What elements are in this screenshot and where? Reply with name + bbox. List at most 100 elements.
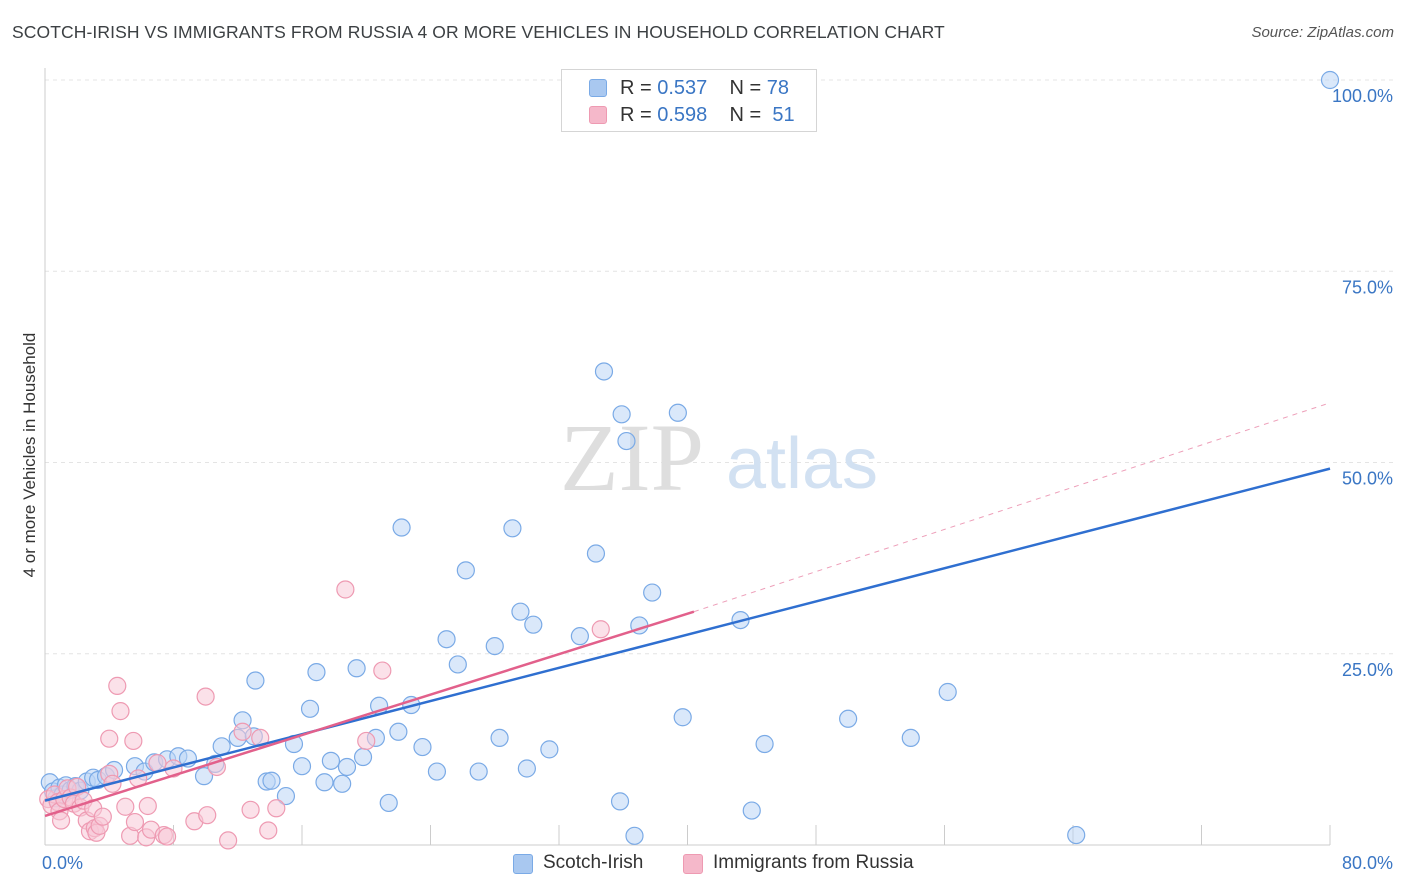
point-scotch-irish bbox=[901, 728, 920, 748]
point-scotch-irish bbox=[469, 762, 488, 781]
point-immigrants-russia bbox=[219, 831, 238, 850]
point-immigrants-russia bbox=[157, 827, 177, 846]
point-immigrants-russia bbox=[51, 811, 71, 830]
point-scotch-irish bbox=[517, 759, 536, 778]
point-scotch-irish bbox=[194, 767, 214, 786]
chart-title: SCOTCH-IRISH VS IMMIGRANTS FROM RUSSIA 4… bbox=[12, 22, 945, 42]
point-immigrants-russia bbox=[111, 702, 130, 721]
trend-line-immigrants-russia-extension bbox=[693, 402, 1331, 613]
point-scotch-irish bbox=[347, 659, 366, 678]
point-immigrants-russia bbox=[233, 722, 252, 741]
bottom-legend-label: Scotch-Irish bbox=[543, 852, 644, 873]
point-immigrants-russia bbox=[267, 799, 286, 818]
series-scotch-irish-points bbox=[40, 70, 1340, 845]
point-immigrants-russia bbox=[591, 620, 610, 639]
point-scotch-irish bbox=[839, 709, 858, 728]
point-scotch-irish bbox=[1067, 825, 1086, 845]
x-tick-label-max: 80.0% bbox=[1342, 853, 1393, 873]
trend-line-immigrants-russia bbox=[44, 610, 695, 818]
point-scotch-irish bbox=[427, 762, 447, 781]
point-scotch-irish bbox=[379, 793, 398, 813]
legend-r-label: R = bbox=[620, 77, 658, 99]
legend-r-label: R = bbox=[620, 104, 658, 126]
bottom-legend-label: Immigrants from Russia bbox=[713, 852, 914, 873]
point-immigrants-russia bbox=[116, 797, 135, 816]
legend-n-value: 51 bbox=[772, 104, 795, 126]
point-scotch-irish bbox=[503, 519, 522, 538]
legend-n-label: N = bbox=[729, 104, 767, 126]
trend-lines bbox=[44, 402, 1331, 818]
legend-r-value: 0.598 bbox=[657, 104, 708, 126]
point-scotch-irish bbox=[353, 747, 373, 767]
point-scotch-irish bbox=[742, 801, 761, 820]
point-scotch-irish bbox=[643, 583, 662, 602]
point-scotch-irish bbox=[617, 431, 636, 451]
point-scotch-irish bbox=[755, 734, 774, 754]
point-scotch-irish bbox=[490, 728, 509, 748]
point-immigrants-russia bbox=[198, 806, 217, 825]
point-scotch-irish bbox=[570, 627, 589, 646]
watermark: ZIP atlas bbox=[560, 404, 878, 511]
point-scotch-irish bbox=[292, 757, 312, 776]
source-note: Source: ZipAtlas.com bbox=[1251, 24, 1394, 41]
legend-swatch-immigrants-russia bbox=[589, 106, 607, 124]
point-immigrants-russia bbox=[125, 812, 145, 832]
legend-r-value: 0.537 bbox=[657, 77, 708, 99]
point-scotch-irish bbox=[668, 403, 687, 422]
point-scotch-irish bbox=[437, 630, 456, 649]
point-immigrants-russia bbox=[124, 731, 143, 751]
point-scotch-irish bbox=[540, 740, 559, 759]
point-scotch-irish bbox=[321, 751, 341, 770]
point-scotch-irish bbox=[485, 636, 504, 656]
grid-lines bbox=[45, 79, 1395, 655]
correlation-legend: R = 0.537 N = 78 R = 0.598 N = 51 bbox=[561, 69, 817, 132]
point-immigrants-russia bbox=[93, 807, 112, 826]
point-immigrants-russia bbox=[196, 687, 215, 706]
watermark-zip: ZIP bbox=[560, 404, 704, 511]
legend-row-scotch-irish: R = 0.537 N = 78 bbox=[562, 75, 816, 101]
watermark-atlas: atlas bbox=[726, 424, 878, 504]
x-tick-label-min: 0.0% bbox=[42, 853, 83, 873]
point-scotch-irish bbox=[594, 362, 614, 381]
point-scotch-irish bbox=[300, 699, 320, 718]
y-tick-label: 25.0% bbox=[1342, 660, 1393, 680]
bottom-legend-swatch-scotch-irish bbox=[513, 854, 533, 874]
point-scotch-irish bbox=[511, 602, 530, 621]
point-scotch-irish bbox=[938, 682, 957, 702]
y-tick-label: 75.0% bbox=[1342, 277, 1393, 297]
legend-row-immigrants-russia: R = 0.598 N = 51 bbox=[562, 102, 816, 128]
point-immigrants-russia bbox=[251, 728, 270, 748]
point-scotch-irish bbox=[456, 561, 475, 580]
point-scotch-irish bbox=[413, 737, 432, 757]
legend-n-value: 78 bbox=[766, 77, 790, 99]
point-scotch-irish bbox=[524, 615, 543, 634]
point-scotch-irish bbox=[262, 771, 281, 790]
point-scotch-irish bbox=[586, 544, 606, 563]
point-scotch-irish bbox=[1320, 70, 1340, 90]
y-axis-label: 4 or more Vehicles in Household bbox=[20, 332, 39, 578]
point-scotch-irish bbox=[315, 773, 334, 792]
trend-line-scotch-irish bbox=[44, 467, 1331, 802]
point-immigrants-russia bbox=[357, 731, 376, 751]
point-scotch-irish bbox=[612, 405, 631, 424]
point-scotch-irish bbox=[673, 708, 692, 727]
point-scotch-irish bbox=[276, 786, 296, 806]
point-scotch-irish bbox=[333, 774, 352, 793]
point-scotch-irish bbox=[389, 722, 408, 741]
bottom-legend-swatch-immigrants-russia bbox=[683, 854, 703, 874]
point-immigrants-russia bbox=[259, 821, 278, 840]
point-immigrants-russia bbox=[100, 729, 119, 748]
point-scotch-irish bbox=[307, 663, 326, 682]
point-immigrants-russia bbox=[108, 676, 127, 695]
point-scotch-irish bbox=[448, 655, 467, 674]
tick-labels: 25.0% 50.0% 75.0% 100.0% 0.0% 80.0% bbox=[42, 86, 1393, 873]
series-immigrants-russia-points bbox=[39, 580, 610, 850]
y-tick-label: 100.0% bbox=[1332, 86, 1393, 106]
point-scotch-irish bbox=[625, 826, 644, 845]
y-tick-label: 50.0% bbox=[1342, 469, 1393, 489]
point-scotch-irish bbox=[246, 671, 265, 690]
point-scotch-irish bbox=[392, 518, 411, 537]
point-immigrants-russia bbox=[373, 661, 392, 680]
legend-swatch-scotch-irish bbox=[589, 79, 607, 97]
